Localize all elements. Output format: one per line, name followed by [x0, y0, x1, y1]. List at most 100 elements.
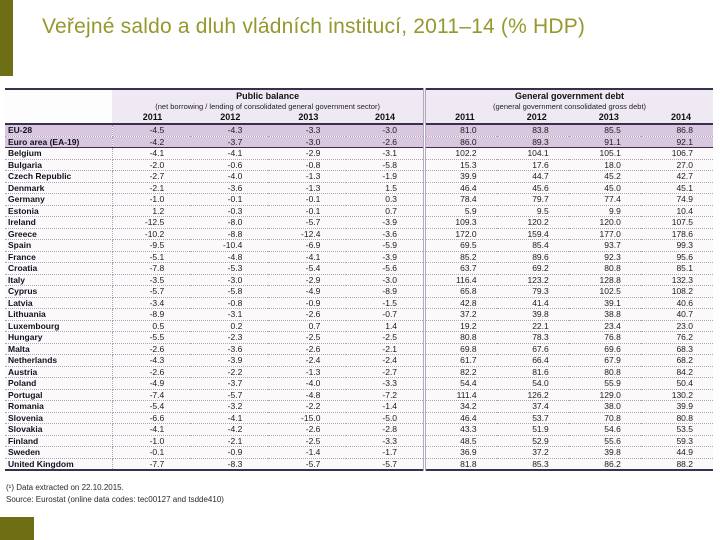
value-cell: -0.8 [190, 297, 269, 309]
value-cell: -9.5 [112, 239, 191, 252]
value-cell: -8.9 [346, 285, 425, 298]
value-cell: -1.0 [112, 435, 191, 447]
value-cell: -8.3 [190, 458, 269, 471]
country-name: Spain [5, 239, 113, 252]
value-cell: -4.9 [112, 377, 191, 390]
value-cell: -3.6 [190, 182, 269, 194]
value-cell: 120.0 [568, 216, 641, 229]
value-cell: -12.5 [112, 216, 191, 229]
value-cell: -2.5 [268, 331, 347, 344]
value-cell: 42.7 [640, 170, 713, 183]
table-row: Hungary -5.5 -2.3 -2.5 -2.5 80.8 78.3 76.8 76.2 [5, 331, 713, 344]
value-cell: -2.2 [268, 400, 347, 413]
value-cell: 39.9 [640, 400, 713, 413]
value-cell: 40.6 [640, 297, 713, 309]
value-cell: -4.9 [268, 285, 347, 298]
value-cell: -4.8 [190, 251, 269, 263]
value-cell: 1.2 [112, 205, 191, 217]
country-name: Bulgaria [5, 159, 113, 171]
value-cell: -5.7 [112, 285, 191, 298]
table-row: Romania -5.4 -3.2 -2.2 -1.4 34.2 37.4 38.0 39.9 [5, 400, 713, 413]
value-cell: -1.3 [268, 366, 347, 378]
value-cell: -5.7 [268, 458, 347, 471]
value-cell: -3.9 [346, 251, 425, 263]
value-cell: 39.8 [496, 308, 569, 321]
country-name: Poland [5, 377, 113, 390]
value-cell: -3.0 [346, 274, 425, 286]
table-row: Sweden -0.1 -0.9 -1.4 -1.7 36.9 37.2 39.8 44.9 [5, 446, 713, 459]
value-cell: 45.6 [496, 182, 569, 194]
year-header: 2013 [268, 111, 347, 125]
value-cell: 0.3 [346, 193, 425, 206]
value-cell: -3.9 [190, 354, 269, 367]
value-cell: -12.4 [268, 228, 347, 240]
value-cell: -4.2 [112, 136, 191, 148]
country-name: France [5, 251, 113, 263]
table-row: France -5.1 -4.8 -4.1 -3.9 85.2 89.6 92.3 95.6 [5, 251, 713, 263]
value-cell: 1.5 [346, 182, 425, 194]
year-header-row: 2011 2012 2013 2014 2011 2012 2013 2014 [5, 111, 713, 125]
value-cell: 159.4 [496, 228, 569, 240]
value-cell: 85.4 [496, 239, 569, 252]
slide-title: Veřejné saldo a dluh vládních institucí,… [42, 15, 586, 38]
value-cell: -2.3 [190, 331, 269, 344]
value-cell: 91.1 [568, 136, 641, 148]
value-cell: 82.2 [423, 366, 497, 378]
value-cell: -2.6 [268, 308, 347, 321]
group-title-public-balance: Public balance [112, 89, 425, 101]
value-cell: 93.7 [568, 239, 641, 252]
country-name: United Kingdom [5, 458, 113, 471]
country-name: Denmark [5, 182, 113, 194]
value-cell: 80.8 [423, 331, 497, 344]
value-cell: 43.3 [423, 423, 497, 436]
value-cell: 78.4 [423, 193, 497, 206]
table-body: EU-28 -4.5 -4.3 -3.3 -3.0 81.0 83.8 85.5 86.8 Eur… [5, 124, 713, 471]
table-row: Spain -9.5 -10.4 -6.9 -5.9 69.5 85.4 93.7 99.3 [5, 239, 713, 252]
value-cell: -2.6 [346, 136, 425, 148]
value-cell: 77.4 [568, 193, 641, 206]
value-cell: 85.2 [423, 251, 497, 263]
value-cell: -3.2 [190, 400, 269, 413]
value-cell: -7.7 [112, 458, 191, 471]
value-cell: 37.2 [423, 308, 497, 321]
value-cell: 86.0 [423, 136, 497, 148]
value-cell: -1.7 [346, 446, 425, 459]
table-row: Belgium -4.1 -4.1 -2.9 -3.1 102.2 104.1 105.1 10… [5, 147, 713, 160]
value-cell: -0.1 [268, 205, 347, 217]
country-name: Hungary [5, 331, 113, 344]
value-cell: 23.4 [568, 320, 641, 332]
value-cell: 23.0 [640, 320, 713, 332]
value-cell: 107.5 [640, 216, 713, 229]
value-cell: -0.9 [190, 446, 269, 459]
footnote-source: Source: Eurostat (online data codes: tec… [6, 494, 224, 504]
value-cell: 38.0 [568, 400, 641, 413]
value-cell: 126.2 [496, 389, 569, 401]
table-row: Slovakia -4.1 -4.2 -2.6 -2.8 43.3 51.9 54.6 53.5 [5, 423, 713, 436]
value-cell: 59.3 [640, 435, 713, 447]
value-cell: 44.7 [496, 170, 569, 183]
value-cell: 34.2 [423, 400, 497, 413]
value-cell: 172.0 [423, 228, 497, 240]
statistics-table: Public balance General government debt (… [5, 88, 713, 471]
value-cell: 79.3 [496, 285, 569, 298]
value-cell: 111.4 [423, 389, 497, 401]
value-cell: 48.5 [423, 435, 497, 447]
value-cell: -3.3 [346, 377, 425, 390]
value-cell: -2.2 [190, 366, 269, 378]
value-cell: -1.0 [112, 193, 191, 206]
value-cell: 39.8 [568, 446, 641, 459]
table-row: Poland -4.9 -3.7 -4.0 -3.3 54.4 54.0 55.9 50.4 [5, 377, 713, 390]
value-cell: -3.6 [190, 343, 269, 355]
value-cell: 40.7 [640, 308, 713, 321]
value-cell: 9.9 [568, 205, 641, 217]
value-cell: -4.2 [190, 423, 269, 436]
country-name: Latvia [5, 297, 113, 309]
value-cell: 85.3 [496, 458, 569, 471]
value-cell: 38.8 [568, 308, 641, 321]
value-cell: -8.8 [190, 228, 269, 240]
value-cell: 129.0 [568, 389, 641, 401]
value-cell: -2.4 [268, 354, 347, 367]
country-name: Slovenia [5, 412, 113, 424]
year-header: 2012 [190, 111, 269, 125]
value-cell: -3.7 [190, 377, 269, 390]
